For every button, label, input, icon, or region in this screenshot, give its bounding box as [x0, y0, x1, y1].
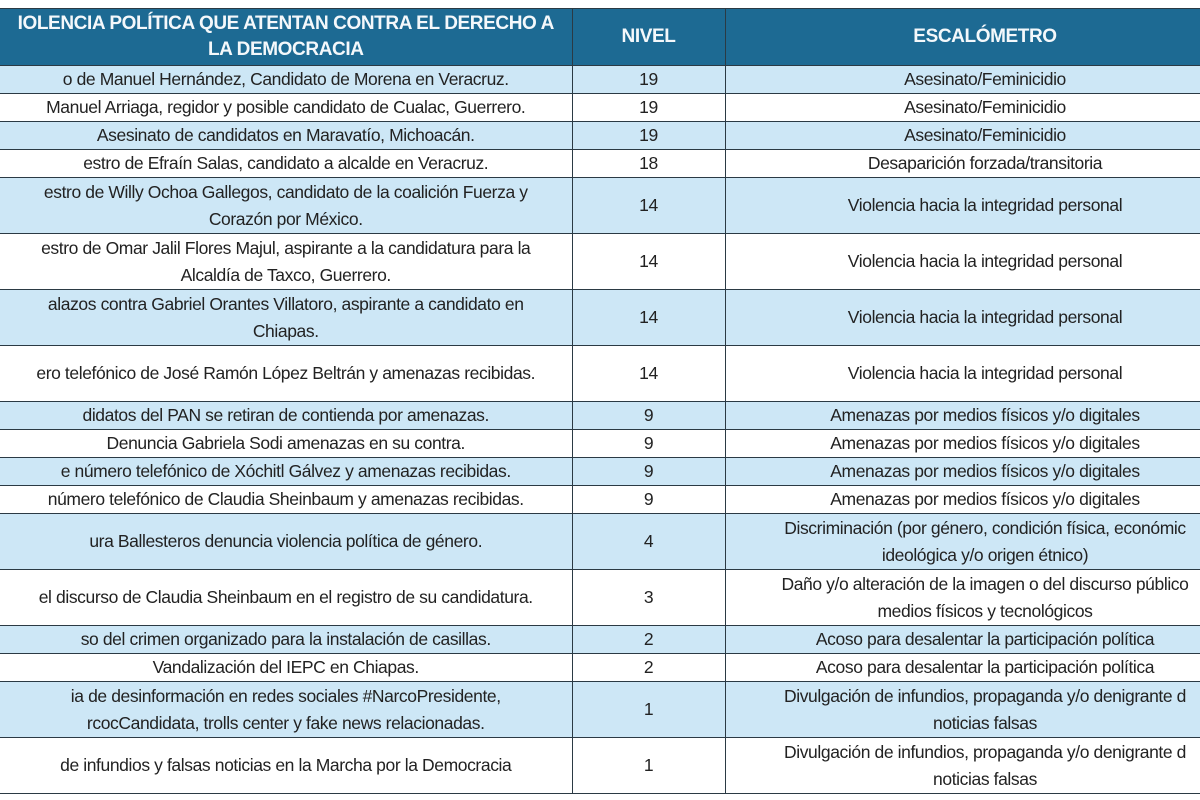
header-event: IOLENCIA POLÍTICA QUE ATENTAN CONTRA EL … — [0, 8, 573, 66]
level-cell: 2 — [571, 653, 726, 682]
table-row: o de Manuel Hernández, Candidato de More… — [0, 65, 1200, 94]
table-row: ero telefónico de José Ramón López Beltr… — [0, 345, 1200, 402]
level-cell: 14 — [571, 289, 726, 346]
table-row: e número telefónico de Xóchitl Gálvez y … — [0, 457, 1200, 486]
level-cell: 1 — [571, 737, 726, 794]
table-row: estro de Willy Ochoa Gallegos, candidato… — [0, 177, 1200, 234]
event-cell: Manuel Arriaga, regidor y posible candid… — [0, 93, 573, 122]
table-row: alazos contra Gabriel Orantes Villatoro,… — [0, 289, 1200, 346]
scale-cell: Divulgación de infundios, propaganda y/o… — [724, 681, 1200, 738]
level-cell: 4 — [571, 513, 726, 570]
scale-cell: Daño y/o alteración de la imagen o del d… — [724, 569, 1200, 626]
level-cell: 9 — [571, 401, 726, 430]
table-row: de infundios y falsas noticias en la Mar… — [0, 737, 1200, 794]
level-cell: 19 — [571, 93, 726, 122]
scale-cell: Amenazas por medios físicos y/o digitale… — [724, 429, 1200, 458]
level-cell: 14 — [571, 177, 726, 234]
scale-cell: Violencia hacia la integridad personal — [724, 233, 1200, 290]
event-cell: Denuncia Gabriela Sodi amenazas en su co… — [0, 429, 573, 458]
table-row: didatos del PAN se retiran de contienda … — [0, 401, 1200, 430]
event-cell: ero telefónico de José Ramón López Beltr… — [0, 345, 573, 402]
event-cell: alazos contra Gabriel Orantes Villatoro,… — [0, 289, 573, 346]
level-cell: 3 — [571, 569, 726, 626]
table-row: estro de Efraín Salas, candidato a alcal… — [0, 149, 1200, 178]
event-cell: ia de desinformación en redes sociales #… — [0, 681, 573, 738]
event-cell: de infundios y falsas noticias en la Mar… — [0, 737, 573, 794]
level-cell: 19 — [571, 121, 726, 150]
table-row: so del crimen organizado para la instala… — [0, 625, 1200, 654]
level-cell: 9 — [571, 457, 726, 486]
level-cell: 14 — [571, 345, 726, 402]
table-row: estro de Omar Jalil Flores Majul, aspira… — [0, 233, 1200, 290]
table-row: el discurso de Claudia Sheinbaum en el r… — [0, 569, 1200, 626]
scale-cell: Amenazas por medios físicos y/o digitale… — [724, 401, 1200, 430]
level-cell: 1 — [571, 681, 726, 738]
event-cell: so del crimen organizado para la instala… — [0, 625, 573, 654]
header-level: NIVEL — [571, 8, 726, 66]
table-row: Denuncia Gabriela Sodi amenazas en su co… — [0, 429, 1200, 458]
scale-cell: Divulgación de infundios, propaganda y/o… — [724, 737, 1200, 794]
event-cell: Asesinato de candidatos en Maravatío, Mi… — [0, 121, 573, 150]
table-body: o de Manuel Hernández, Candidato de More… — [0, 65, 1200, 794]
event-cell: estro de Efraín Salas, candidato a alcal… — [0, 149, 573, 178]
event-cell: Vandalización del IEPC en Chiapas. — [0, 653, 573, 682]
table-row: Manuel Arriaga, regidor y posible candid… — [0, 93, 1200, 122]
event-cell: número telefónico de Claudia Sheinbaum y… — [0, 485, 573, 514]
scale-cell: Amenazas por medios físicos y/o digitale… — [724, 485, 1200, 514]
scale-cell: Asesinato/Feminicidio — [724, 93, 1200, 122]
scale-cell: Violencia hacia la integridad personal — [724, 177, 1200, 234]
scale-cell: Asesinato/Feminicidio — [724, 65, 1200, 94]
level-cell: 9 — [571, 429, 726, 458]
level-cell: 2 — [571, 625, 726, 654]
scale-cell: Discriminación (por género, condición fí… — [724, 513, 1200, 570]
table-header-row: IOLENCIA POLÍTICA QUE ATENTAN CONTRA EL … — [0, 8, 1200, 66]
event-cell: estro de Willy Ochoa Gallegos, candidato… — [0, 177, 573, 234]
level-cell: 9 — [571, 485, 726, 514]
table-row: Vandalización del IEPC en Chiapas. 2 Acoso… — [0, 653, 1200, 682]
scale-cell: Acoso para desalentar la participación p… — [724, 625, 1200, 654]
scale-cell: Acoso para desalentar la participación p… — [724, 653, 1200, 682]
level-cell: 19 — [571, 65, 726, 94]
scale-cell: Amenazas por medios físicos y/o digitale… — [724, 457, 1200, 486]
header-scale: ESCALÓMETRO — [724, 8, 1200, 66]
level-cell: 18 — [571, 149, 726, 178]
event-cell: e número telefónico de Xóchitl Gálvez y … — [0, 457, 573, 486]
scale-cell: Violencia hacia la integridad personal — [724, 289, 1200, 346]
scale-cell: Desaparición forzada/transitoria — [724, 149, 1200, 178]
event-cell: o de Manuel Hernández, Candidato de More… — [0, 65, 573, 94]
table-row: ia de desinformación en redes sociales #… — [0, 681, 1200, 738]
table-row: Asesinato de candidatos en Maravatío, Mi… — [0, 121, 1200, 150]
scale-cell: Asesinato/Feminicidio — [724, 121, 1200, 150]
table-row: ura Ballesteros denuncia violencia polít… — [0, 513, 1200, 570]
event-cell: el discurso de Claudia Sheinbaum en el r… — [0, 569, 573, 626]
scale-cell: Violencia hacia la integridad personal — [724, 345, 1200, 402]
event-cell: didatos del PAN se retiran de contienda … — [0, 401, 573, 430]
event-cell: ura Ballesteros denuncia violencia polít… — [0, 513, 573, 570]
table-row: número telefónico de Claudia Sheinbaum y… — [0, 485, 1200, 514]
violence-scale-table: IOLENCIA POLÍTICA QUE ATENTAN CONTRA EL … — [0, 8, 1200, 794]
event-cell: estro de Omar Jalil Flores Majul, aspira… — [0, 233, 573, 290]
level-cell: 14 — [571, 233, 726, 290]
